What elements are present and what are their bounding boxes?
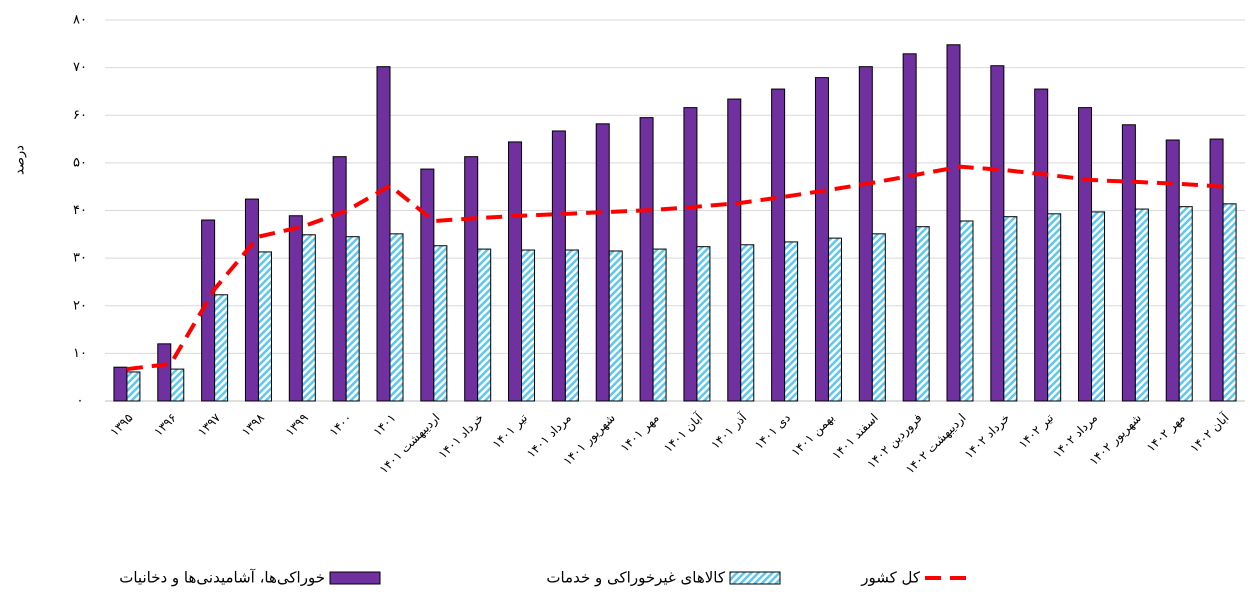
legend-label: کالاهای غیرخوراکی و خدمات [546,569,725,587]
y-tick-label: ۳۰ [73,251,87,266]
bar [301,234,316,402]
bar [464,156,479,402]
x-tick-label: مهر ۱۴۰۲ [1144,411,1189,456]
bar [902,53,917,402]
bar [1134,208,1149,402]
bar [946,44,961,402]
y-tick-label: ۱۰ [73,346,87,361]
bar [639,117,654,402]
bar [652,248,667,402]
x-tick-label: ۱۳۹۶ [151,411,179,439]
y-tick-label: ۶۰ [73,108,87,123]
x-tick-label: تیر ۱۴۰۱ [490,411,531,452]
bar [389,233,404,402]
y-tick-label: ۴۰ [73,203,87,218]
bar [113,366,128,402]
bar [170,368,185,402]
bar [727,98,742,402]
y-tick-label: ۷۰ [73,60,87,75]
x-tick-label: خرداد ۱۴۰۱ [436,411,487,462]
bar [332,156,347,402]
x-tick-label: تیر ۱۴۰۲ [1016,411,1057,452]
bar [595,123,610,402]
bar [508,141,523,402]
bar [288,215,303,402]
x-tick-label: آبان ۱۴۰۲ [1187,410,1233,456]
x-tick-label: آذر ۱۴۰۱ [708,410,751,453]
bar [521,249,536,402]
x-tick-label: ۱۳۹۷ [195,410,224,439]
bar [740,244,755,402]
bar [915,226,930,402]
bar [564,249,579,402]
y-tick-label: ۲۰ [73,298,87,313]
x-tick-label: مهر ۱۴۰۱ [618,411,663,456]
bar [345,236,360,402]
bar [959,220,974,402]
x-tick-label: ۱۴۰۱ [370,411,398,439]
x-tick-label: ۱۳۹۵ [107,411,135,439]
bar [814,77,829,402]
bar [257,251,272,402]
bar [214,294,229,402]
bar [157,343,172,402]
bar [477,248,492,402]
bar [551,130,566,402]
bar [827,237,842,402]
x-tick-label: دی ۱۴۰۱ [752,411,793,452]
legend-swatch [729,571,781,585]
bar [990,65,1005,402]
legend-label: خوراکی‌ها، آشامیدنی‌ها و دخانیات [119,569,325,587]
bar [1178,206,1193,402]
bar [608,250,623,402]
x-tick-label: ۱۴۰۰ [327,411,355,439]
bar [771,88,786,402]
x-tick-label: خرداد ۱۴۰۲ [962,411,1013,462]
bar [696,246,711,402]
bar [126,371,141,402]
bar [1078,107,1093,402]
bar [858,66,873,402]
bar [1091,211,1106,402]
bar [1121,124,1136,402]
bar [683,107,698,402]
bar [1003,216,1018,402]
bar [1165,139,1180,402]
bar [244,198,259,402]
bar [1222,203,1237,402]
x-tick-label: آبان ۱۴۰۱ [660,410,706,456]
y-tick-label: ۸۰ [73,13,87,28]
y-tick-label: ۵۰ [73,155,87,170]
line [126,164,1224,372]
bar [784,241,799,402]
legend-label: کل کشور [860,569,921,587]
y-axis-label: درصد [13,145,28,175]
legend-swatch [329,571,381,585]
x-tick-label: ۱۳۹۸ [239,410,268,439]
bar [420,168,435,402]
bar [376,66,391,402]
bar [1034,88,1049,402]
x-tick-label: ۱۳۹۹ [283,411,311,439]
bar [871,233,886,402]
bar [433,245,448,402]
bar [1047,213,1062,402]
bar [1209,138,1224,402]
y-tick-label: ۰ [77,394,84,409]
